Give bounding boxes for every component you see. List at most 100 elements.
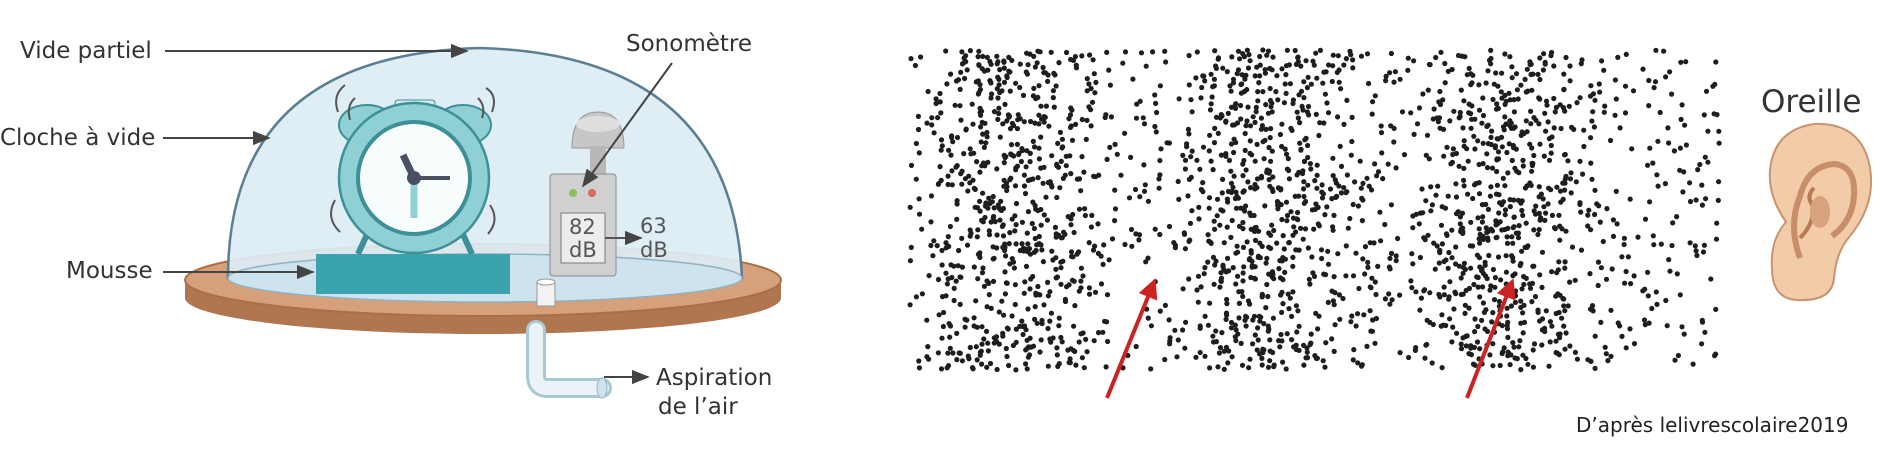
particle xyxy=(1037,49,1043,55)
particle xyxy=(1455,52,1462,59)
particle xyxy=(1562,180,1568,186)
particle xyxy=(1232,105,1239,111)
particle xyxy=(1320,191,1326,197)
particle xyxy=(1488,184,1494,190)
particle xyxy=(990,193,996,200)
particle xyxy=(1420,91,1426,97)
particle xyxy=(938,147,944,153)
particle xyxy=(1282,81,1288,87)
particle xyxy=(1678,116,1684,122)
particle xyxy=(1337,316,1343,322)
particle xyxy=(1261,156,1267,162)
particle xyxy=(1284,218,1290,224)
ear-icon xyxy=(1768,122,1873,302)
particle xyxy=(1283,366,1289,372)
particle xyxy=(1316,132,1322,139)
particle xyxy=(1325,299,1331,305)
particle xyxy=(1240,293,1246,299)
particle xyxy=(1627,196,1633,202)
particle xyxy=(1189,148,1195,154)
particle xyxy=(1068,171,1074,177)
particle xyxy=(1163,59,1169,65)
particle xyxy=(1252,276,1258,282)
particle xyxy=(1322,91,1328,97)
particle xyxy=(1032,202,1038,209)
particle xyxy=(1022,323,1028,329)
particle xyxy=(1647,145,1653,151)
particle xyxy=(1495,254,1502,260)
particle xyxy=(1422,355,1428,361)
particle xyxy=(1631,273,1637,279)
particle xyxy=(1071,323,1077,329)
particle xyxy=(1253,224,1259,230)
particle xyxy=(1446,294,1452,300)
particle xyxy=(994,232,1000,238)
particle xyxy=(1545,201,1551,207)
particle xyxy=(1567,78,1573,84)
particle xyxy=(1518,82,1524,88)
particle xyxy=(1540,196,1546,202)
particle xyxy=(1286,306,1292,312)
particle xyxy=(1274,240,1280,246)
particle xyxy=(994,366,1000,373)
particle xyxy=(944,243,951,249)
particle xyxy=(1235,67,1242,73)
particle xyxy=(1186,176,1192,182)
particle xyxy=(1223,151,1229,157)
particle xyxy=(1437,247,1443,253)
particle xyxy=(1607,137,1614,144)
particle xyxy=(1218,112,1224,118)
particle xyxy=(1623,345,1629,351)
particle xyxy=(1365,259,1371,265)
particle xyxy=(1090,57,1096,63)
particle xyxy=(984,364,990,370)
particle xyxy=(1464,146,1470,152)
particle xyxy=(1086,285,1092,291)
particle xyxy=(1053,83,1059,89)
particle xyxy=(1335,114,1341,120)
particle xyxy=(1710,83,1716,89)
particle xyxy=(959,61,966,67)
particle xyxy=(1244,239,1250,245)
particle xyxy=(1435,183,1441,189)
particle xyxy=(1524,129,1530,135)
particle xyxy=(1562,108,1568,114)
particle xyxy=(1447,118,1453,124)
particle xyxy=(1084,117,1090,123)
particle xyxy=(1349,313,1355,319)
particle xyxy=(1167,335,1173,341)
particle xyxy=(974,234,980,240)
particle xyxy=(1207,365,1213,371)
particle xyxy=(1290,232,1296,238)
particle xyxy=(947,345,953,351)
particle xyxy=(1283,151,1290,157)
particle xyxy=(1219,190,1225,196)
particle xyxy=(1264,52,1270,58)
particle xyxy=(937,99,943,105)
particle xyxy=(1265,323,1271,329)
particle xyxy=(938,110,944,116)
particle xyxy=(946,321,952,327)
particle xyxy=(1651,242,1657,248)
particle xyxy=(1333,194,1339,200)
particle xyxy=(1058,158,1064,164)
particle xyxy=(977,254,983,260)
particle xyxy=(995,202,1001,208)
particle xyxy=(1152,123,1158,130)
particle xyxy=(958,69,964,75)
particle xyxy=(1542,217,1548,223)
particle xyxy=(1305,154,1311,161)
particle xyxy=(1268,232,1274,238)
particle xyxy=(1562,259,1568,265)
particle xyxy=(1522,76,1528,82)
particle xyxy=(1511,344,1517,350)
particle xyxy=(1612,77,1618,83)
particle xyxy=(1260,47,1266,53)
particle xyxy=(1228,141,1235,147)
particle xyxy=(1186,82,1192,88)
particle xyxy=(1069,137,1076,143)
particle xyxy=(1466,351,1472,357)
particle xyxy=(1344,97,1350,103)
particle xyxy=(1200,180,1206,186)
particle xyxy=(1369,328,1375,334)
